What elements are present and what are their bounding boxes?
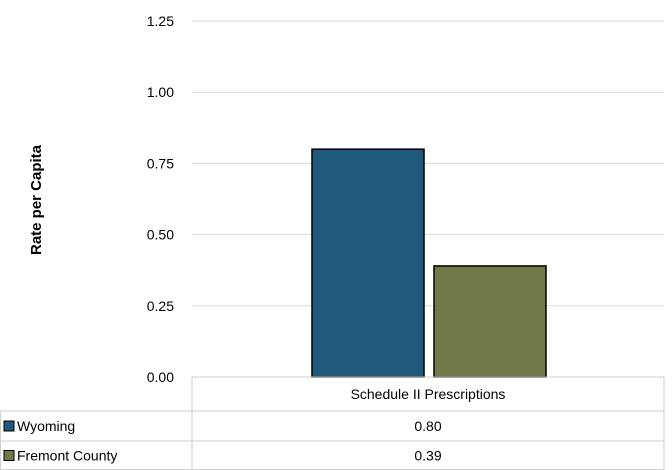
y-tick-label: 0.75 [147,155,174,171]
legend-swatch [3,420,15,432]
category-label: Schedule II Prescriptions [351,386,506,402]
y-axis-ticks: 0.00 0.25 0.50 0.75 1.00 1.25 [147,13,174,385]
y-axis-label: Rate per Capita [28,144,45,255]
data-table-value: 0.39 [414,448,441,464]
y-tick-label: 0.50 [147,227,174,243]
y-tick-label: 1.00 [147,84,174,100]
data-table-value: 0.80 [414,418,441,434]
data-table: Schedule II Prescriptions Wyoming 0.80 Frem… [0,376,665,470]
bar-fremont-county [433,265,547,378]
y-tick-label: 0.25 [147,298,174,314]
y-tick-label: 0.00 [147,369,174,385]
bar-wyoming [311,148,425,378]
legend-entry: Wyoming [17,418,75,434]
gridlines [192,20,664,307]
y-tick-label: 1.25 [147,13,174,29]
legend-swatch [3,450,15,461]
bars [311,148,547,378]
legend-entry: Fremont County [17,448,117,464]
